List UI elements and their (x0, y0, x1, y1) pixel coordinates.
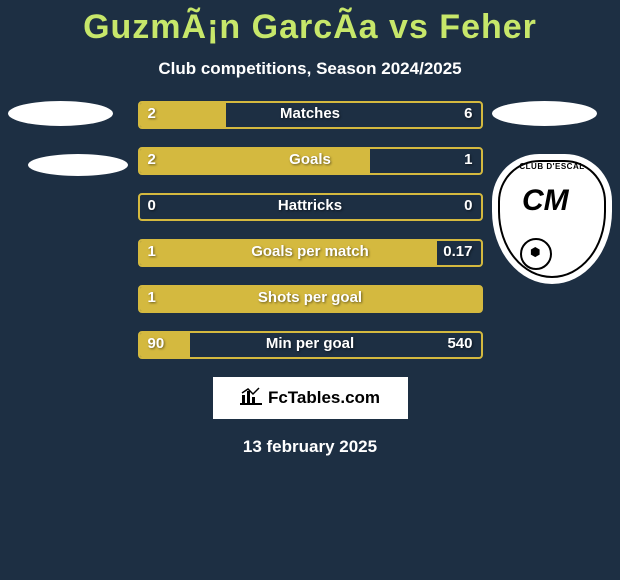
footer-logo: FcTables.com (213, 377, 408, 419)
comparison-content: CLUB D'ESCAL CM 26Matches 21Goals 00Hattri… (0, 101, 620, 359)
footer-logo-text: FcTables.com (268, 388, 380, 408)
crest-label: CM (522, 184, 602, 218)
bar-label: Matches (138, 105, 483, 122)
footer-date: 13 february 2025 (0, 437, 620, 457)
right-badges: CLUB D'ESCAL CM (492, 101, 612, 284)
page-subtitle: Club competitions, Season 2024/2025 (0, 59, 620, 79)
stat-bar: 90540Min per goal (138, 331, 483, 359)
stat-bar: 26Matches (138, 101, 483, 129)
bar-label: Hattricks (138, 197, 483, 214)
left-badges (8, 101, 128, 204)
right-badge-1 (492, 101, 597, 126)
bar-label: Min per goal (138, 335, 483, 352)
soccer-ball-icon (520, 238, 552, 270)
crest-border (498, 160, 606, 278)
left-badge-2 (28, 154, 128, 176)
stat-bar: 00Hattricks (138, 193, 483, 221)
bar-label: Goals per match (138, 243, 483, 260)
bar-label: Shots per goal (138, 289, 483, 306)
bar-label: Goals (138, 151, 483, 168)
chart-icon (240, 387, 262, 410)
stat-bar: 10.17Goals per match (138, 239, 483, 267)
left-badge-1 (8, 101, 113, 126)
crest-top-text: CLUB D'ESCAL (492, 162, 612, 171)
stat-bar: 21Goals (138, 147, 483, 175)
stat-bar: 1Shots per goal (138, 285, 483, 313)
page-title: GuzmÃ¡n GarcÃ­a vs Feher (0, 0, 620, 47)
club-crest: CLUB D'ESCAL CM (492, 154, 612, 284)
stat-bars: 26Matches 21Goals 00Hattricks 10.17Goals pe… (138, 101, 483, 359)
